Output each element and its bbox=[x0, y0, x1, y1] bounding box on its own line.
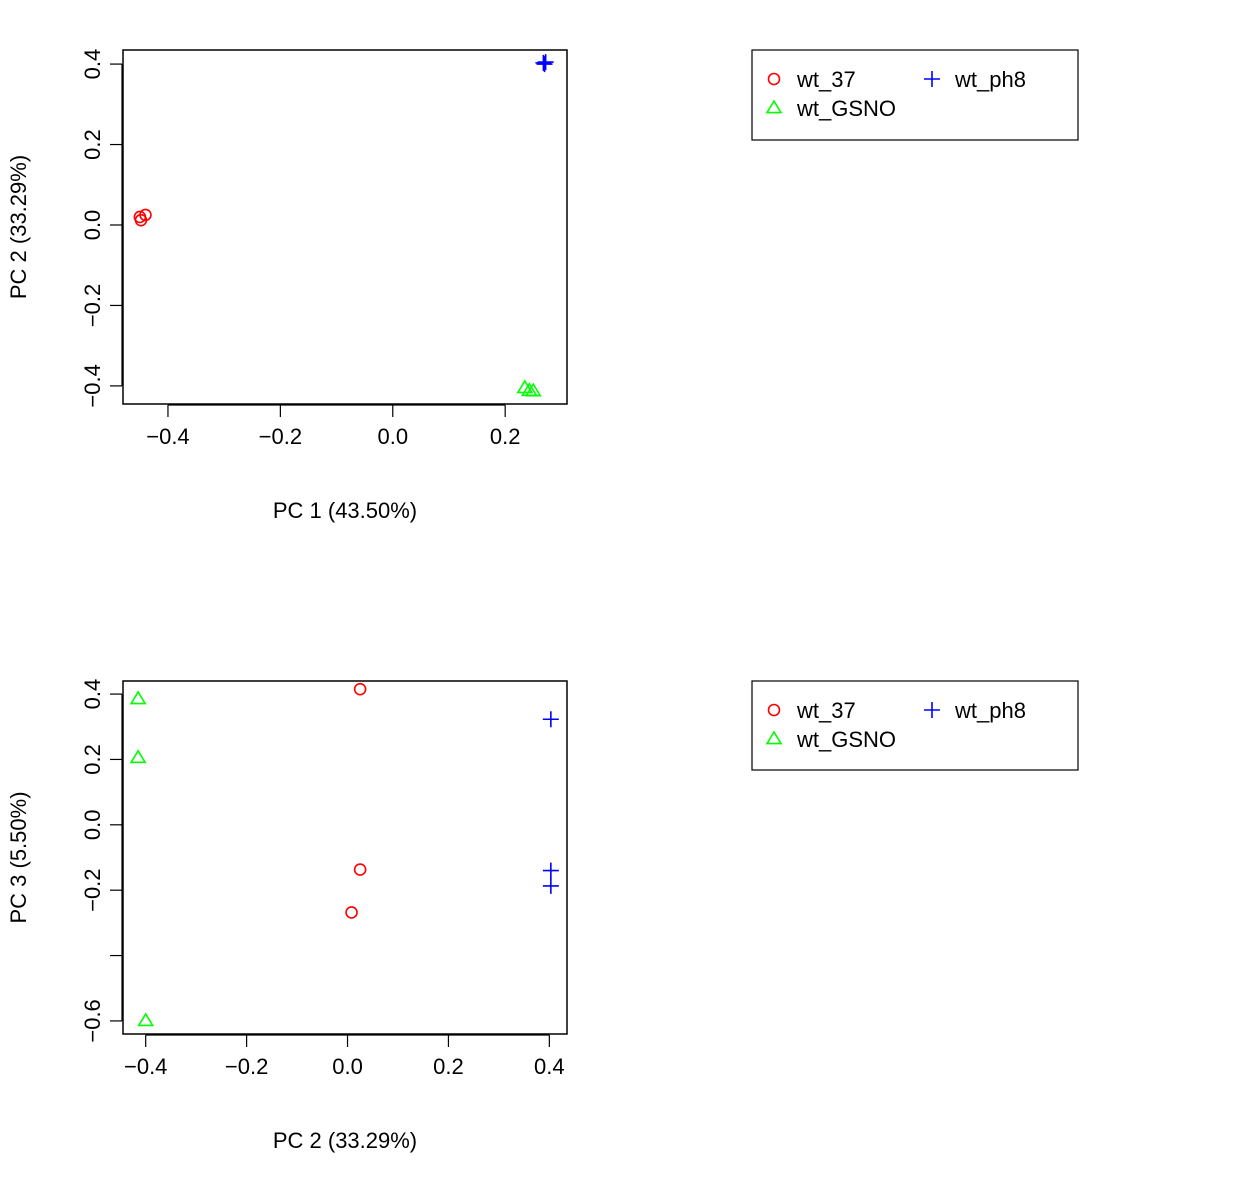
legend-label: wt_GSNO bbox=[796, 96, 896, 121]
legend-box bbox=[751, 680, 1079, 771]
panel-2: −0.4 −0.2 0.0 0.2 0.4 −0.6 −0.2 0.0 0.2 0.4 PC 2 (… bbox=[6, 679, 1079, 1153]
point-wt_ph8 bbox=[542, 877, 559, 894]
panel-1: −0.4 −0.2 0.0 0.2 −0.4 −0.2 0.0 0.2 0.4 PC 1 (43.… bbox=[6, 49, 1079, 523]
x-tick-label: −0.2 bbox=[225, 1054, 268, 1079]
plot-frame bbox=[122, 680, 568, 1035]
x-tick-label: 0.0 bbox=[332, 1054, 363, 1079]
x-axis-title: PC 2 (33.29%) bbox=[273, 1128, 417, 1153]
legend-marker-wt_ph8 bbox=[924, 702, 940, 718]
legend-box bbox=[751, 49, 1079, 141]
plot-frame bbox=[122, 49, 568, 405]
x-tick-label: −0.2 bbox=[259, 424, 302, 449]
point-wt_GSNO bbox=[137, 1012, 155, 1027]
y-tick-label: 0.2 bbox=[80, 129, 105, 160]
y-axis-title: PC 3 (5.50%) bbox=[6, 791, 31, 923]
y-axis-title: PC 2 (33.29%) bbox=[6, 155, 31, 299]
point-wt_37 bbox=[353, 863, 367, 876]
legend-marker-wt_GSNO bbox=[765, 99, 783, 114]
y-tick-label: 0.4 bbox=[80, 49, 105, 80]
series-wt_37 bbox=[345, 682, 367, 919]
legend-label: wt_GSNO bbox=[796, 727, 896, 752]
legend-marker-wt_37 bbox=[767, 72, 781, 86]
legend-label: wt_37 bbox=[796, 67, 856, 92]
series-wt_ph8 bbox=[535, 54, 554, 73]
series-wt_ph8 bbox=[542, 711, 559, 894]
x-tick-label: 0.2 bbox=[433, 1054, 464, 1079]
series-wt_GSNO bbox=[516, 379, 542, 397]
point-wt_GSNO bbox=[129, 690, 147, 705]
legend-marker-wt_ph8 bbox=[924, 71, 940, 87]
legend: wt_37 wt_GSNO wt_ph8 bbox=[751, 680, 1079, 771]
point-wt_ph8 bbox=[537, 54, 554, 71]
y-tick-label: 0.2 bbox=[80, 744, 105, 775]
point-wt_37 bbox=[134, 213, 148, 227]
y-tick-label: −0.2 bbox=[80, 868, 105, 911]
legend-label: wt_ph8 bbox=[954, 698, 1026, 723]
point-wt_37 bbox=[353, 682, 367, 696]
y-tick-label: 0.4 bbox=[80, 679, 105, 710]
x-tick-label: 0.4 bbox=[534, 1054, 565, 1079]
legend-label: wt_ph8 bbox=[954, 67, 1026, 92]
legend-marker-wt_37 bbox=[767, 703, 781, 717]
x-tick-label: 0.0 bbox=[377, 424, 408, 449]
legend-label: wt_37 bbox=[796, 698, 856, 723]
legend: wt_37 wt_GSNO wt_ph8 bbox=[751, 49, 1079, 141]
y-tick-label: −0.6 bbox=[80, 999, 105, 1042]
legend-marker-wt_GSNO bbox=[765, 730, 783, 745]
point-wt_ph8 bbox=[542, 711, 559, 728]
y-tick-label: 0.0 bbox=[80, 210, 105, 241]
x-tick-label: −0.4 bbox=[124, 1054, 167, 1079]
point-wt_ph8 bbox=[536, 56, 553, 73]
point-wt_GSNO bbox=[524, 382, 542, 397]
x-axis-title: PC 1 (43.50%) bbox=[273, 498, 417, 523]
point-wt_GSNO bbox=[129, 749, 147, 764]
point-wt_37 bbox=[345, 906, 358, 919]
y-tick-label: −0.2 bbox=[80, 284, 105, 327]
point-wt_ph8 bbox=[542, 862, 559, 879]
y-tick-label: −0.4 bbox=[80, 364, 105, 407]
y-tick-label: 0.0 bbox=[80, 810, 105, 841]
series-wt_37 bbox=[133, 208, 152, 227]
x-tick-label: 0.2 bbox=[490, 424, 521, 449]
point-wt_ph8 bbox=[535, 54, 552, 71]
x-tick-label: −0.4 bbox=[146, 424, 189, 449]
series-wt_GSNO bbox=[129, 690, 155, 1027]
